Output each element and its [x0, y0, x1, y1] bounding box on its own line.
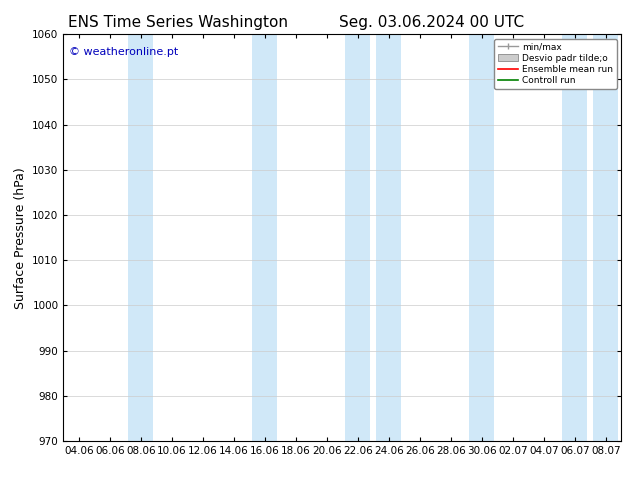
- Bar: [562, 34, 587, 441]
- Text: © weatheronline.pt: © weatheronline.pt: [69, 47, 178, 56]
- Text: ENS Time Series Washington: ENS Time Series Washington: [67, 15, 288, 30]
- Bar: [593, 34, 618, 441]
- Text: Seg. 03.06.2024 00 UTC: Seg. 03.06.2024 00 UTC: [339, 15, 524, 30]
- Y-axis label: Surface Pressure (hPa): Surface Pressure (hPa): [14, 167, 27, 309]
- Bar: [377, 34, 401, 441]
- Bar: [346, 34, 370, 441]
- Bar: [469, 34, 495, 441]
- Legend: min/max, Desvio padr tilde;o, Ensemble mean run, Controll run: min/max, Desvio padr tilde;o, Ensemble m…: [495, 39, 617, 89]
- Bar: [129, 34, 153, 441]
- Bar: [252, 34, 277, 441]
